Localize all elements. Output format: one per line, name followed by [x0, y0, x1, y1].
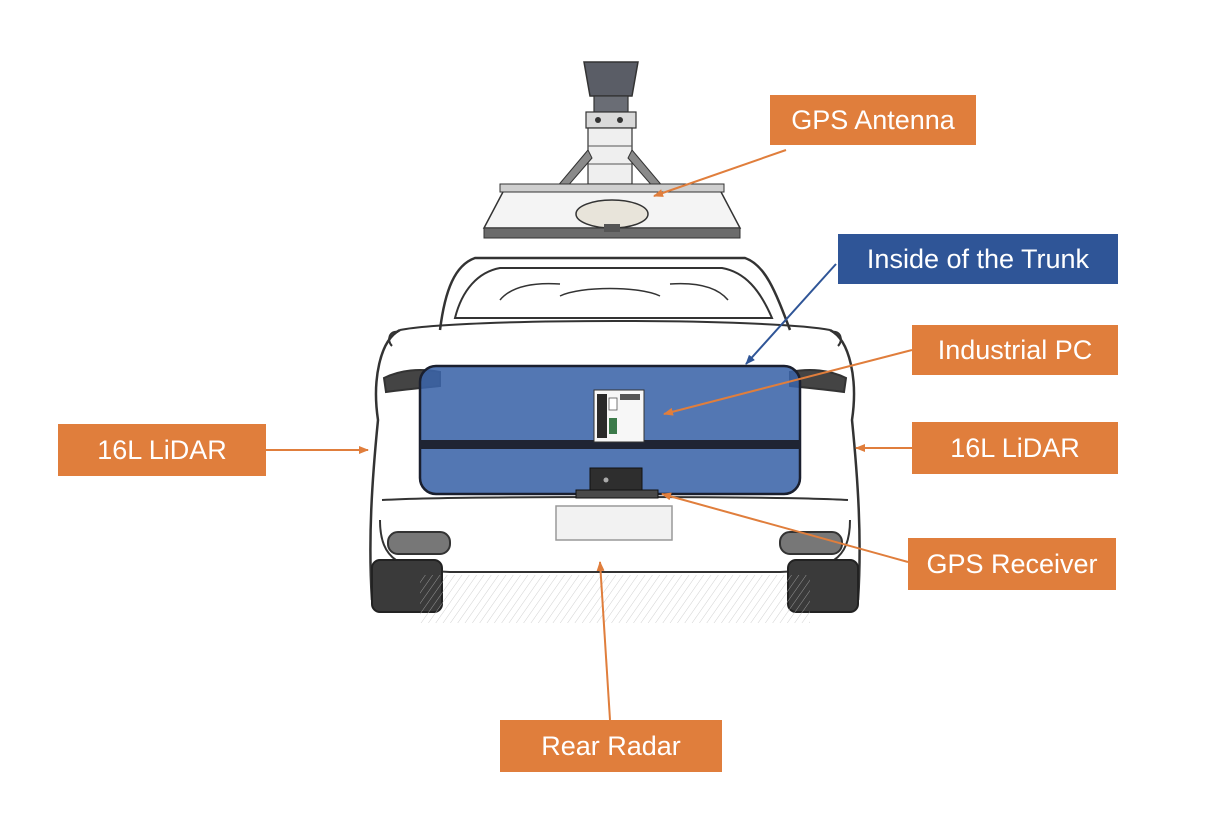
leader-industrial-pc: [663, 349, 913, 416]
leader-gps-receiver: [661, 492, 909, 563]
callout-lidar-left: 16L LiDAR: [58, 424, 266, 476]
callout-inside-trunk: Inside of the Trunk: [838, 234, 1118, 284]
leader-rear-radar: [596, 561, 611, 721]
ground-shadow: [420, 575, 810, 623]
leader-lines: [266, 149, 913, 721]
leader-inside-trunk: [745, 263, 837, 365]
callout-industrial-pc: Industrial PC: [912, 325, 1118, 375]
roof-lidar-sensor: [583, 61, 639, 97]
callout-lidar-right: 16L LiDAR: [912, 422, 1118, 474]
gps-receiver-box: [575, 467, 659, 499]
gps-antenna-puck: [575, 199, 649, 229]
callout-rear-radar: Rear Radar: [500, 720, 722, 772]
leader-gps-antenna: [653, 149, 787, 197]
callout-gps-antenna: GPS Antenna: [770, 95, 976, 145]
trunk-overlay: [418, 364, 802, 499]
callout-gps-receiver: GPS Receiver: [908, 538, 1116, 590]
industrial-pc-box: [593, 389, 645, 443]
roof-sensor-rig: [482, 61, 742, 239]
